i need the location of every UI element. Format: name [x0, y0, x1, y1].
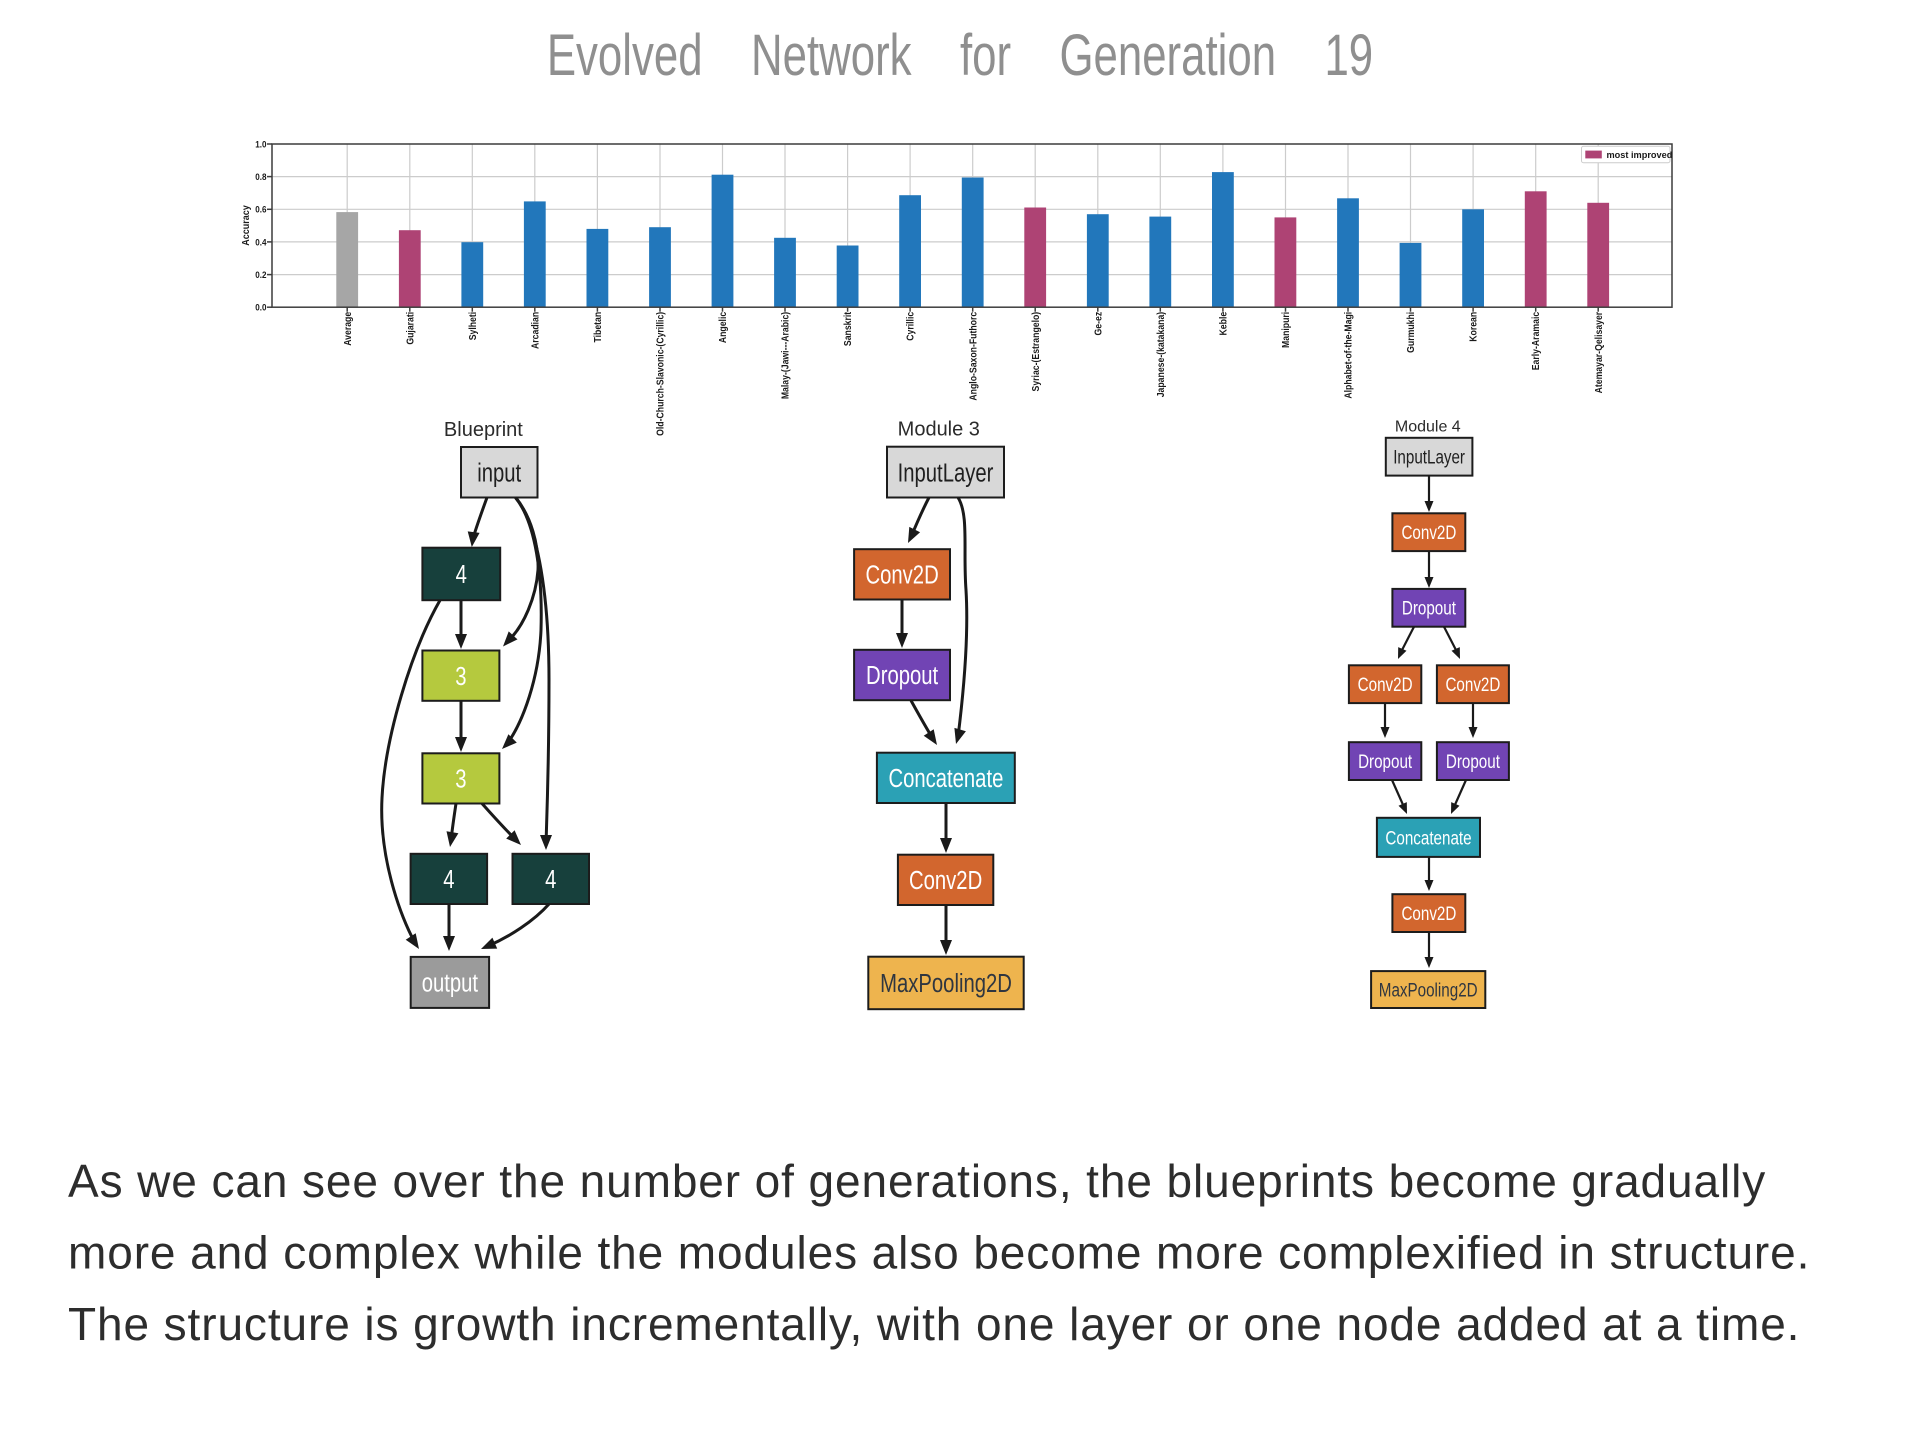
- svg-text:Ge-ez: Ge-ez: [1093, 312, 1104, 336]
- svg-text:Dropout: Dropout: [1402, 597, 1456, 619]
- svg-text:The structure is growth increm: The structure is growth incrementally, w…: [68, 1298, 1800, 1350]
- svg-text:output: output: [422, 968, 479, 997]
- svg-text:Module 3: Module 3: [898, 419, 980, 441]
- svg-text:1.0: 1.0: [255, 139, 266, 150]
- svg-text:Dropout: Dropout: [1358, 750, 1412, 772]
- svg-text:Sylheti: Sylheti: [467, 312, 478, 340]
- svg-text:Keble: Keble: [1218, 312, 1229, 336]
- svg-text:Accuracy: Accuracy: [241, 205, 253, 246]
- svg-text:Concatenate: Concatenate: [888, 764, 1003, 793]
- svg-text:4: 4: [443, 865, 454, 894]
- svg-text:0.6: 0.6: [255, 204, 266, 215]
- svg-text:MaxPooling2D: MaxPooling2D: [1379, 979, 1478, 1001]
- svg-text:Dropout: Dropout: [866, 661, 939, 690]
- svg-text:Conv2D: Conv2D: [1401, 902, 1456, 924]
- svg-text:3: 3: [455, 661, 466, 690]
- svg-text:Tibetan: Tibetan: [592, 312, 603, 343]
- svg-text:Conv2D: Conv2D: [1445, 673, 1500, 695]
- svg-text:Japanese-(katakana): Japanese-(katakana): [1155, 312, 1166, 397]
- svg-text:As we can see over the number: As we can see over the number of generat…: [68, 1155, 1766, 1207]
- svg-text:Conv2D: Conv2D: [1401, 521, 1456, 543]
- svg-text:Gujarati: Gujarati: [405, 312, 416, 345]
- svg-text:4: 4: [456, 560, 467, 589]
- svg-text:0.8: 0.8: [255, 171, 266, 182]
- svg-text:Atemayar-Qelisayer: Atemayar-Qelisayer: [1593, 311, 1604, 393]
- svg-text:InputLayer: InputLayer: [1393, 446, 1465, 468]
- svg-text:Arcadian: Arcadian: [530, 312, 541, 349]
- svg-text:Manipuri: Manipuri: [1280, 312, 1291, 348]
- svg-text:Syriac-(Estrangelo): Syriac-(Estrangelo): [1030, 312, 1041, 392]
- svg-text:0.4: 0.4: [255, 237, 266, 248]
- svg-text:0.0: 0.0: [255, 302, 266, 313]
- svg-text:Malay-(Jawi---Arabic): Malay-(Jawi---Arabic): [780, 312, 791, 399]
- svg-text:MaxPooling2D: MaxPooling2D: [880, 969, 1012, 998]
- svg-text:Gurmukhi: Gurmukhi: [1406, 312, 1417, 353]
- svg-text:most improved: most improved: [1607, 150, 1673, 160]
- svg-text:3: 3: [455, 764, 466, 793]
- svg-text:Cyrillic: Cyrillic: [905, 312, 916, 341]
- svg-text:more and complex while the mod: more and complex while the modules also …: [68, 1227, 1810, 1279]
- svg-text:Early-Aramaic: Early-Aramaic: [1531, 312, 1542, 370]
- svg-text:Old-Church-Slavonic-(Cyrillic): Old-Church-Slavonic-(Cyrillic): [655, 312, 666, 436]
- svg-text:Blueprint: Blueprint: [444, 419, 523, 441]
- svg-text:input: input: [477, 458, 521, 487]
- svg-text:Module 4: Module 4: [1395, 419, 1461, 436]
- svg-text:4: 4: [545, 865, 556, 894]
- svg-text:Angelic: Angelic: [718, 312, 729, 343]
- svg-text:Sanskrit: Sanskrit: [843, 312, 854, 346]
- svg-text:Dropout: Dropout: [1446, 750, 1500, 772]
- svg-text:Conv2D: Conv2D: [865, 560, 938, 589]
- svg-text:0.2: 0.2: [255, 269, 266, 280]
- svg-text:Conv2D: Conv2D: [909, 866, 982, 895]
- svg-text:InputLayer: InputLayer: [898, 458, 994, 487]
- svg-text:Evolved Network for Generation: Evolved Network for Generation 19: [547, 22, 1373, 87]
- svg-text:Anglo-Saxon-Futhorc: Anglo-Saxon-Futhorc: [968, 312, 979, 401]
- svg-text:Korean: Korean: [1468, 312, 1479, 342]
- svg-text:Concatenate: Concatenate: [1385, 826, 1471, 848]
- svg-text:Conv2D: Conv2D: [1358, 673, 1413, 695]
- svg-text:Alphabet-of-the-Magi: Alphabet-of-the-Magi: [1343, 312, 1354, 399]
- svg-text:Average: Average: [342, 312, 353, 346]
